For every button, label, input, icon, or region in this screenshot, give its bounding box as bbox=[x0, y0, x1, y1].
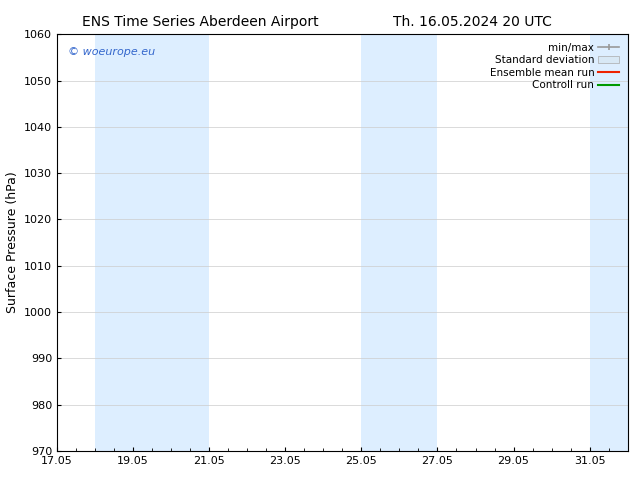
Text: © woeurope.eu: © woeurope.eu bbox=[68, 47, 155, 57]
Legend: min/max, Standard deviation, Ensemble mean run, Controll run: min/max, Standard deviation, Ensemble me… bbox=[486, 40, 623, 94]
Bar bbox=[590, 34, 628, 451]
Text: ENS Time Series Aberdeen Airport: ENS Time Series Aberdeen Airport bbox=[82, 15, 319, 29]
Bar bbox=[95, 34, 171, 451]
Bar bbox=[361, 34, 399, 451]
Bar bbox=[399, 34, 437, 451]
Y-axis label: Surface Pressure (hPa): Surface Pressure (hPa) bbox=[6, 172, 18, 314]
Text: Th. 16.05.2024 20 UTC: Th. 16.05.2024 20 UTC bbox=[393, 15, 552, 29]
Bar bbox=[171, 34, 209, 451]
